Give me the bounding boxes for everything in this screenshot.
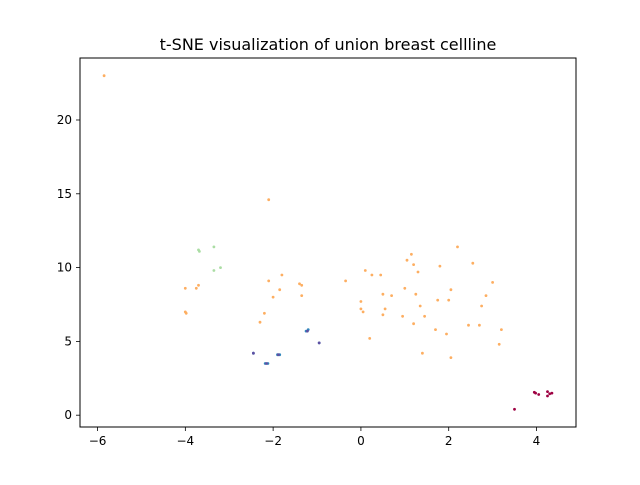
data-point (410, 252, 413, 256)
data-point (278, 288, 282, 292)
data-point (184, 311, 188, 315)
data-point (212, 245, 216, 249)
data-point (298, 282, 301, 286)
data-point (267, 198, 271, 202)
ticks-layer: −6 −4 −2 0 2 4 0 5 10 15 20 (57, 113, 541, 448)
data-point (445, 332, 448, 336)
x-tick-label: −2 (264, 434, 282, 448)
data-point (480, 304, 483, 308)
data-point (412, 263, 415, 266)
data-point (317, 341, 321, 345)
data-point (212, 269, 216, 272)
data-point (449, 356, 453, 359)
data-point (484, 294, 488, 297)
data-point (265, 362, 268, 365)
data-point (383, 307, 387, 311)
data-point (436, 298, 440, 302)
data-point (456, 245, 459, 249)
data-point (548, 392, 552, 396)
data-point (390, 294, 393, 297)
data-point (194, 286, 198, 290)
data-point (401, 314, 404, 318)
data-point (102, 74, 106, 78)
data-point (344, 279, 347, 283)
data-point (197, 283, 200, 287)
data-point (500, 328, 503, 331)
data-point (300, 294, 304, 297)
data-point (418, 304, 422, 308)
x-tick-label: 2 (445, 434, 453, 448)
y-tick-label: 10 (57, 261, 72, 275)
plot-frame (79, 57, 577, 428)
data-point (381, 313, 385, 317)
data-point (546, 394, 549, 398)
data-point (379, 273, 383, 277)
chart-title: t-SNE visualization of union breast cell… (160, 35, 497, 54)
x-tick-label: −6 (89, 434, 107, 448)
data-point (534, 391, 537, 395)
data-point (198, 250, 201, 253)
data-point (467, 323, 470, 327)
x-tick-label: 4 (533, 434, 541, 448)
data-point (414, 292, 418, 296)
data-point (412, 322, 415, 326)
data-point (421, 351, 424, 355)
data-point (471, 261, 475, 265)
data-point (416, 270, 420, 274)
data-point (359, 300, 363, 303)
data-point (252, 351, 255, 355)
data-point (300, 283, 304, 287)
y-tick-label: 0 (64, 408, 72, 422)
data-point (258, 320, 262, 324)
x-tick-label: −4 (176, 434, 194, 448)
data-point (491, 281, 494, 284)
data-point (550, 391, 554, 395)
data-point (363, 269, 367, 272)
data-point (546, 390, 549, 393)
data-point (271, 295, 275, 299)
data-point (438, 264, 442, 268)
data-point (306, 329, 309, 333)
data-point (403, 286, 407, 290)
data-point (183, 286, 187, 290)
data-point (359, 307, 363, 311)
data-point (447, 298, 451, 302)
y-tick-label: 20 (57, 113, 72, 127)
data-point (263, 311, 266, 315)
data-point (277, 353, 280, 357)
data-point (267, 279, 271, 283)
data-point (423, 314, 426, 318)
data-point (370, 273, 374, 277)
data-point (537, 393, 541, 396)
data-point (478, 323, 481, 327)
data-point (361, 310, 365, 314)
data-point (405, 258, 409, 262)
data-point (280, 273, 284, 277)
data-point (513, 407, 516, 411)
y-tick-label: 5 (64, 334, 72, 348)
data-point (497, 342, 501, 346)
y-tick-label: 15 (57, 187, 72, 201)
x-tick-label: 0 (357, 434, 365, 448)
data-point (219, 266, 222, 269)
data-point (449, 288, 453, 292)
data-point (381, 292, 385, 296)
points-layer (102, 74, 554, 411)
data-point (434, 328, 437, 331)
data-point (368, 337, 372, 340)
